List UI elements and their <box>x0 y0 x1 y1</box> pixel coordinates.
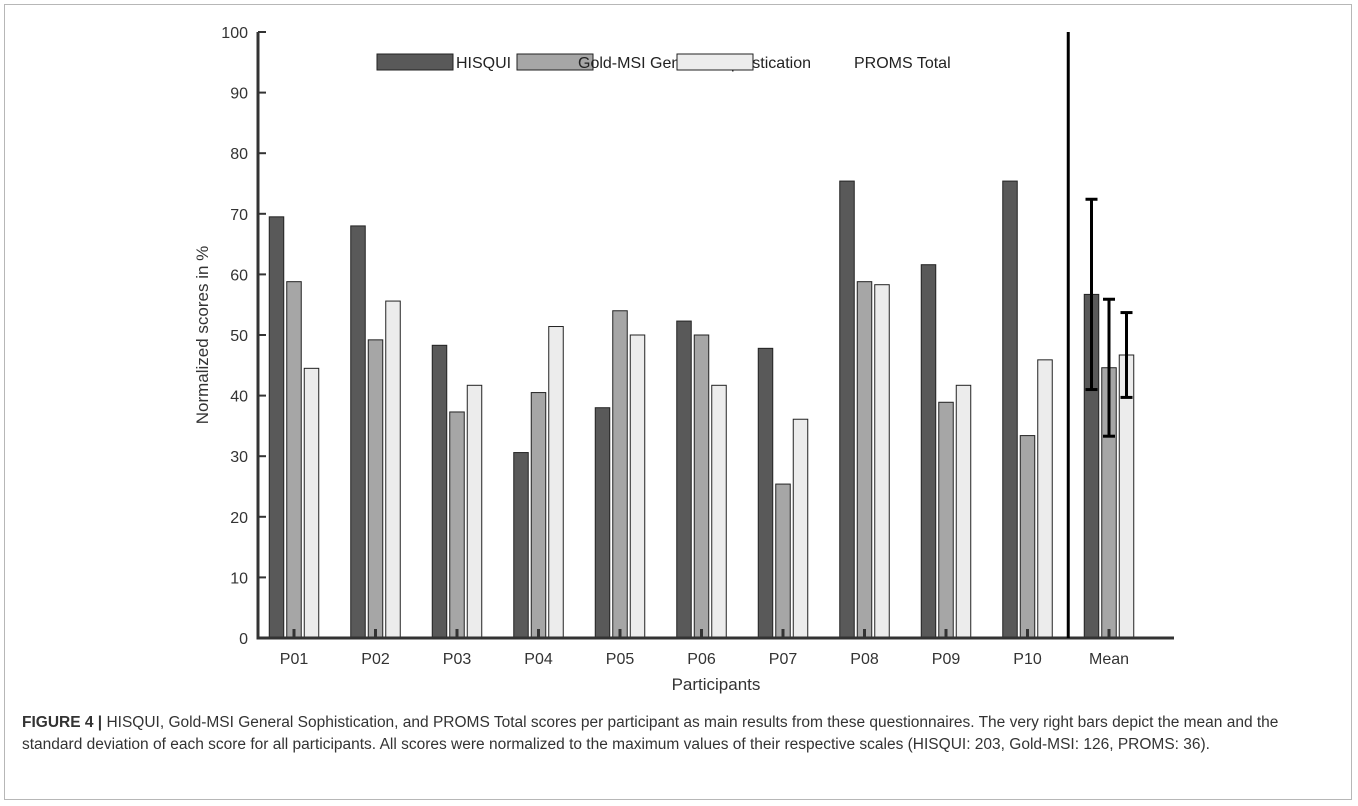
bar-p08-series-2 <box>856 281 873 639</box>
bar-p03-series-2 <box>449 411 465 639</box>
bar-p07-series-1 <box>757 347 774 639</box>
bar-p06-series-1 <box>676 320 692 639</box>
bar-p05-series-3 <box>629 334 646 639</box>
bar-p06-series-2 <box>693 334 710 639</box>
bar-p02-series-2 <box>367 339 384 639</box>
y-tick-label: 30 <box>230 449 248 466</box>
bar-p08-series-1 <box>839 180 855 639</box>
x-tick-label-p06: P06 <box>687 651 716 668</box>
y-axis-title: Normalized scores in % <box>193 246 212 425</box>
y-tick-label: 10 <box>230 570 248 587</box>
legend-label-series-1: HISQUI <box>456 55 511 72</box>
y-tick-label: 60 <box>230 267 248 284</box>
bar-p06-series-3 <box>711 384 727 639</box>
bar-p05-series-2 <box>612 310 628 639</box>
x-tick-label-p03: P03 <box>443 651 472 668</box>
x-tick-label-p05: P05 <box>606 651 635 668</box>
bar-p01-series-1 <box>268 216 285 639</box>
bar-p08-series-3 <box>874 284 890 639</box>
bar-p09-series-3 <box>955 384 972 639</box>
x-tick-label-p04: P04 <box>524 651 553 668</box>
y-tick-label: 0 <box>239 631 248 648</box>
bars-layer <box>268 180 1135 639</box>
legend-swatch-series-3 <box>676 53 754 71</box>
bar-p10-series-1 <box>1002 180 1018 639</box>
bar-p10-series-3 <box>1037 359 1053 639</box>
y-tick-label: 50 <box>230 328 248 345</box>
x-tick-label-mean: Mean <box>1089 651 1129 668</box>
x-axis-title: Participants <box>672 675 761 694</box>
bar-p04-series-1 <box>513 452 529 639</box>
x-ticks-layer: P01 P02 P03 P04 P05 P06 P07 P08 P09 P10 Mean <box>280 629 1129 668</box>
x-tick-label-p01: P01 <box>280 651 309 668</box>
bar-p09-series-2 <box>938 401 954 639</box>
x-tick-label-p08: P08 <box>850 651 879 668</box>
x-tick-label-p10: P10 <box>1013 651 1042 668</box>
figure-caption-text: HISQUI, Gold-MSI General Sophistication,… <box>22 714 1279 753</box>
bar-p05-series-1 <box>594 407 611 639</box>
legend-swatch-series-1 <box>376 53 454 71</box>
y-tick-label: 80 <box>230 146 248 163</box>
x-tick-label-p07: P07 <box>769 651 798 668</box>
y-tick-label: 90 <box>230 86 248 103</box>
figure-frame <box>4 4 1352 800</box>
y-tick-label: 70 <box>230 207 248 224</box>
bar-p07-series-3 <box>792 418 809 639</box>
bar-p03-series-1 <box>431 344 448 639</box>
bar-p10-series-2 <box>1019 435 1036 639</box>
bar-p02-series-1 <box>350 225 366 639</box>
error-bars-layer <box>1085 197 1133 438</box>
bar-p04-series-2 <box>530 392 547 639</box>
legend-swatch-series-2 <box>516 53 594 71</box>
bar-p07-series-2 <box>775 483 791 639</box>
x-tick-label-p09: P09 <box>932 651 961 668</box>
y-ticks-layer: 0 10 20 30 40 50 60 70 80 90 100 <box>221 25 266 648</box>
bar-p09-series-1 <box>920 264 937 639</box>
legend-label-series-3: PROMS Total <box>854 55 951 72</box>
bar-p01-series-2 <box>286 281 302 639</box>
bar-p02-series-3 <box>385 300 401 639</box>
figure-label: FIGURE 4 | <box>22 714 103 731</box>
bar-p01-series-3 <box>303 367 320 639</box>
bar-p04-series-3 <box>548 326 564 639</box>
y-tick-label: 20 <box>230 510 248 527</box>
y-tick-label: 100 <box>221 25 248 42</box>
x-tick-label-p02: P02 <box>361 651 390 668</box>
bar-p03-series-3 <box>466 384 483 639</box>
figure-caption: FIGURE 4 | HISQUI, Gold-MSI General Soph… <box>22 712 1337 756</box>
y-tick-label: 40 <box>230 389 248 406</box>
